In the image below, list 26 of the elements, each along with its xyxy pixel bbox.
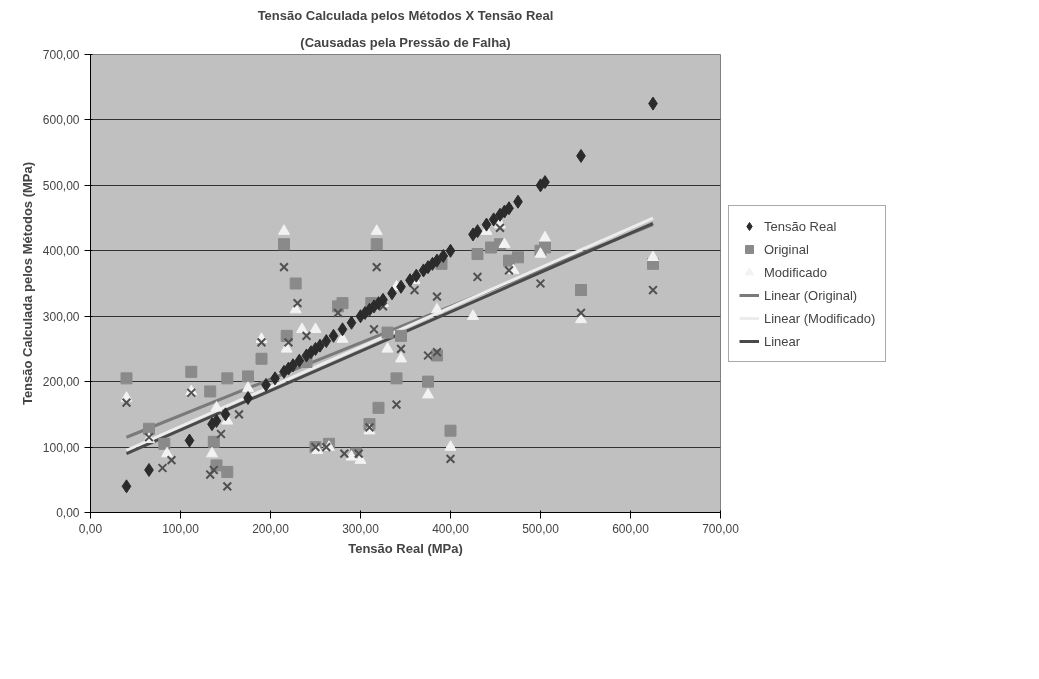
y-tick-label: 700,00 (42, 48, 80, 62)
legend-label: Modificado (764, 264, 827, 280)
y-tick-label: 400,00 (42, 244, 80, 259)
x-tick-label: 600,00 (612, 521, 650, 536)
y-tick-label: 600,00 (42, 113, 80, 128)
y-tick-label: 100,00 (42, 440, 80, 455)
x-axis-title: Tensão Real (MPa) (348, 540, 463, 556)
legend-label: Linear (Modificado) (764, 310, 876, 326)
x-tick-label: 500,00 (522, 521, 560, 536)
legend-label: Tensão Real (764, 218, 837, 234)
legend-label: Linear (764, 333, 801, 349)
y-tick-label: 200,00 (42, 375, 80, 390)
legend-label: Linear (Original) (764, 287, 858, 303)
chart-title: Tensão Calculada pelos Métodos X Tensão Real (257, 7, 554, 23)
chart-subtitle: (Causadas pela Pressão de Falha) (300, 34, 511, 50)
y-tick-label: 300,00 (42, 309, 80, 324)
x-tick-label: 0,00 (78, 521, 103, 536)
y-tick-label: 0,00 (56, 506, 80, 520)
x-tick-label: 100,00 (162, 521, 200, 536)
x-tick-label: 300,00 (342, 521, 380, 536)
y-tick-label: 500,00 (42, 178, 80, 193)
y-axis-title: Tensão Calculada pelos Métodos (MPa) (19, 161, 35, 406)
x-tick-label: 400,00 (432, 521, 470, 536)
x-tick-label: 200,00 (252, 521, 290, 536)
legend-label: Original (764, 241, 809, 257)
x-tick-label: 700,00 (702, 521, 740, 536)
